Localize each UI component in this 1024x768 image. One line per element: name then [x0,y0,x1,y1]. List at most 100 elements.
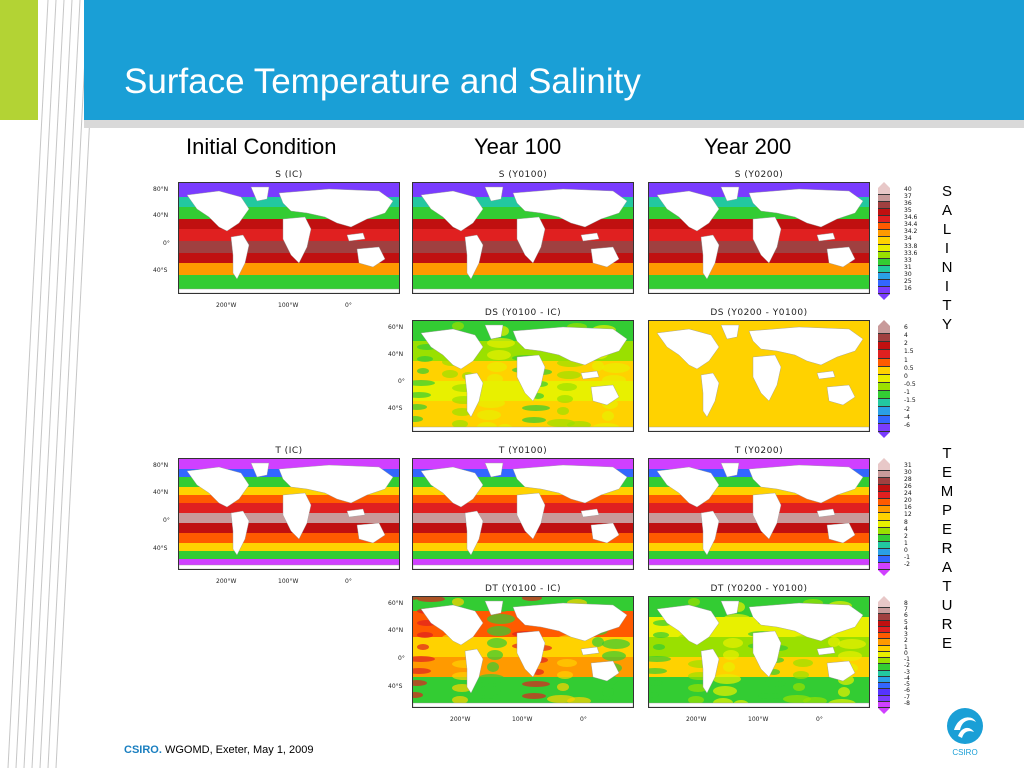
field-patch [557,659,577,667]
landmass [580,370,600,380]
colorbar-label: 6 [904,612,908,620]
landmass [748,464,864,504]
colorbar-cap-bottom [878,432,890,438]
field-patch [522,405,550,411]
colorbar-label: 5 [904,618,908,626]
colorbar-swatch [878,620,890,627]
lat-label: 0° [163,240,170,247]
colorbar-cap-top [878,458,890,464]
field-patch [649,668,667,674]
map-field [649,321,869,431]
colorbar-label: -2 [904,662,910,670]
field-band [413,559,633,569]
field-patch [793,671,809,679]
landmass [752,492,782,540]
field-band [179,559,399,569]
field-band [649,275,869,293]
map-salinity-ic [178,182,400,294]
colorbar-swatch [878,513,890,521]
colorbar-swatch [878,562,890,570]
landmass [649,702,869,707]
landmass [649,288,869,293]
field-band [413,459,633,469]
field-patch [828,637,840,647]
colorbar-swatch [878,251,890,259]
landmass [580,232,600,242]
colorbar-label: 35 [904,207,912,215]
colorbar-label: -1 [904,389,910,397]
colorbar-label: 25 [904,277,912,285]
landmass [420,190,484,232]
colorbar-label: 1 [904,539,908,547]
panel-dt-y0100: DT (Y0100 - IC) [412,584,634,708]
field-patch [417,597,445,602]
map-temp-y0200 [648,458,870,570]
field-patch [487,374,503,384]
colorbar-cap-top [878,182,890,188]
vertical-letter: R [941,540,953,557]
colorbar-label: 34 [904,235,912,243]
landmass [413,288,633,293]
colorbar-swatch [878,464,890,472]
column-label-initial: Initial Condition [186,134,337,159]
landmass [748,188,864,228]
colorbar-swatch [878,350,890,359]
field-band [413,523,633,533]
landmass [590,522,620,544]
colorbar-swatch [878,407,890,416]
landmass [748,326,864,366]
panel-ds-y0100: DS (Y0100 - IC) [412,308,634,432]
field-patch [793,647,817,655]
lon-label: 200°W [216,578,237,585]
field-patch [653,632,669,638]
map-field [413,183,633,293]
colorbar-swatch [878,520,890,528]
field-band [649,543,869,551]
landmass [464,648,484,694]
map-dt-y0100 [412,596,634,708]
field-patch [557,395,573,403]
vertical-letter: T [942,445,952,462]
colorbar-swatch [878,399,890,408]
field-patch [452,322,464,330]
landmass [346,508,366,518]
colorbar-swatch [878,658,890,665]
footer: CSIRO. WGOMD, Exeter, May 1, 2009 [124,744,314,756]
field-patch [487,614,515,624]
map-temp-ic [178,458,400,570]
field-band [179,459,399,469]
vertical-letter: P [941,502,952,519]
field-patch [557,647,581,655]
colorbar-cap-bottom [878,294,890,300]
colorbar-label: 30 [904,469,912,477]
colorbar-swatch [878,527,890,535]
landmass [700,510,720,556]
landmass [656,328,720,370]
field-patch [442,646,458,654]
landmass [656,466,720,508]
colorbar-label: 8 [904,600,908,607]
landmass [826,384,856,406]
colorbar-label: 28 [904,476,912,484]
landmass [516,216,546,264]
map-salinity-y0200 [648,182,870,294]
colorbar-label: 0 [904,649,908,657]
map-field [649,183,869,293]
field-patch [487,662,499,672]
colorbar-label: -6 [904,687,910,695]
panel-title: DT (Y0100 - IC) [484,584,562,594]
lat-label: 0° [398,378,405,385]
landmass [464,234,484,280]
field-patch [487,626,511,636]
colorbar-swatch [878,485,890,493]
colorbar-label: 12 [904,511,912,519]
colorbar-swatch [878,639,890,646]
landmass [420,604,484,646]
landmass [720,600,740,616]
landmass [816,232,836,242]
decorative-lines [7,0,97,768]
colorbar-swatch [878,423,890,432]
colorbar-swatch [878,237,890,245]
field-patch [477,686,501,696]
field-patch [522,321,542,325]
